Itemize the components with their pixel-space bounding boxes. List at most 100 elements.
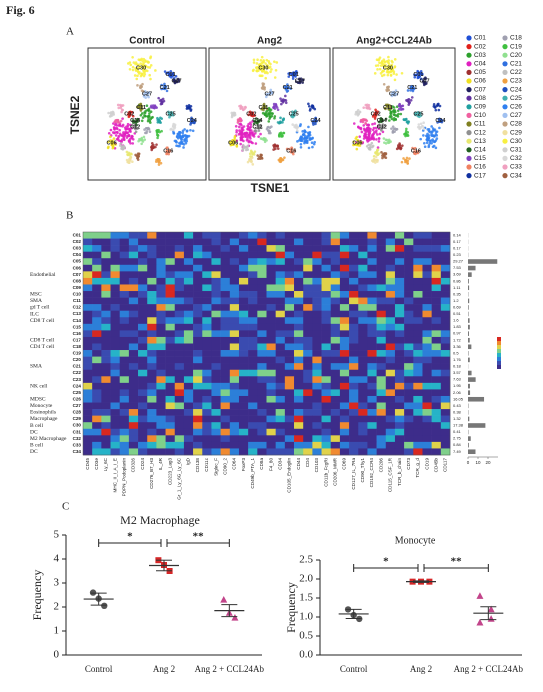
frequency-label: 0.69 [453, 304, 462, 309]
heatmap-cell [211, 376, 221, 384]
heatmap-cell [248, 238, 258, 246]
heatmap-cell [119, 264, 130, 272]
tsne-point [394, 114, 398, 117]
row-label: C15 [73, 324, 82, 329]
heatmap-cell [147, 310, 157, 318]
tsne-point [271, 112, 274, 115]
tsne-point [363, 128, 367, 132]
tsne-panel [87, 47, 207, 181]
heatmap-cell [440, 251, 451, 259]
tsne-point [148, 112, 151, 115]
heatmap-cell [266, 441, 276, 449]
heatmap-cell [303, 402, 313, 410]
tsne-point [310, 105, 314, 109]
heatmap-cell [202, 376, 212, 384]
heatmap-cell [349, 245, 359, 252]
tsne-point [298, 77, 301, 81]
tsne-point [143, 70, 147, 73]
tsne-point [169, 111, 173, 114]
heatmap-cell [147, 389, 157, 397]
heatmap-cell [238, 363, 249, 371]
heatmap-cell [303, 376, 313, 384]
heatmap-cell [220, 350, 231, 357]
heatmap-cell [266, 448, 276, 456]
heatmap-cell [294, 271, 304, 279]
tsne-point [293, 149, 296, 152]
heatmap-cell [275, 409, 286, 416]
tsne-point [190, 116, 193, 120]
heatmap-cell [303, 323, 313, 331]
heatmap-cell [404, 304, 414, 312]
heatmap-cell [183, 284, 194, 292]
heatmap-cell [193, 310, 203, 318]
heatmap-cell [376, 336, 387, 344]
tsne-point [425, 82, 428, 85]
heatmap-cell [284, 317, 295, 325]
tsne-point [402, 157, 405, 160]
heatmap-cell [394, 343, 405, 351]
heatmap-cell [385, 317, 396, 325]
row-label: C29 [73, 416, 82, 421]
tsne-point [265, 58, 269, 62]
heatmap-cell [229, 415, 240, 423]
heatmap-cell [275, 369, 286, 377]
heatmap-cell [220, 402, 231, 410]
heatmap-cell [193, 330, 203, 338]
heatmap-cell [404, 382, 414, 390]
row-label: C20 [73, 357, 82, 362]
heatmap-cell [349, 310, 359, 318]
tsne-point [253, 119, 257, 123]
heatmap-cell [413, 336, 423, 344]
heatmap-cell [349, 284, 359, 292]
tsne-point [119, 106, 123, 110]
heatmap-cell [431, 395, 442, 403]
tsne-point [376, 146, 380, 149]
tsne-point [235, 129, 239, 132]
heatmap-cell [358, 232, 368, 239]
tsne-point [257, 135, 260, 138]
heatmap-cell [202, 232, 212, 239]
tsne-point [125, 127, 128, 131]
tsne-point [380, 129, 383, 132]
tsne-point [253, 132, 257, 135]
heatmap-cell [257, 402, 267, 410]
heatmap-cell [238, 264, 249, 272]
tsne-point [371, 122, 374, 126]
heatmap-cell [92, 310, 102, 318]
heatmap-cell [138, 356, 148, 364]
heatmap-cell [83, 428, 93, 436]
tsne-point [140, 136, 144, 140]
tsne-point [165, 89, 169, 93]
row-label: C26 [73, 396, 82, 401]
heatmap-cell [339, 369, 350, 377]
heatmap-cell [248, 251, 258, 259]
heatmap-cell [376, 382, 387, 390]
heatmap-cell [358, 245, 368, 252]
tsne-point [422, 80, 425, 83]
tsne-title: Ang2+CCL24Ab [356, 36, 432, 47]
cluster-label: C27 [264, 92, 274, 98]
heatmap-cell [339, 232, 350, 239]
heatmap-cell [303, 343, 313, 351]
heatmap-cell [312, 435, 322, 443]
heatmap-cell [339, 264, 350, 272]
tsne-point [165, 150, 169, 153]
heatmap-cell [303, 363, 313, 371]
heatmap-cell [183, 343, 194, 351]
heatmap-cell [248, 284, 258, 292]
heatmap-cell [339, 435, 350, 443]
tsne-point [264, 95, 268, 99]
heatmap-cell [229, 409, 240, 416]
heatmap-cell [147, 264, 157, 272]
heatmap-cell [376, 395, 387, 403]
tsne-point [257, 127, 260, 130]
heatmap-cell [101, 304, 111, 312]
heatmap-cell [275, 350, 286, 357]
heatmap-cell [294, 356, 304, 364]
heatmap-cell [367, 264, 377, 272]
heatmap-cell [431, 428, 442, 436]
marker-label: CD4 [305, 458, 310, 468]
heatmap-cell [248, 258, 258, 266]
heatmap-cell [211, 382, 221, 390]
heatmap-cell [358, 336, 368, 344]
